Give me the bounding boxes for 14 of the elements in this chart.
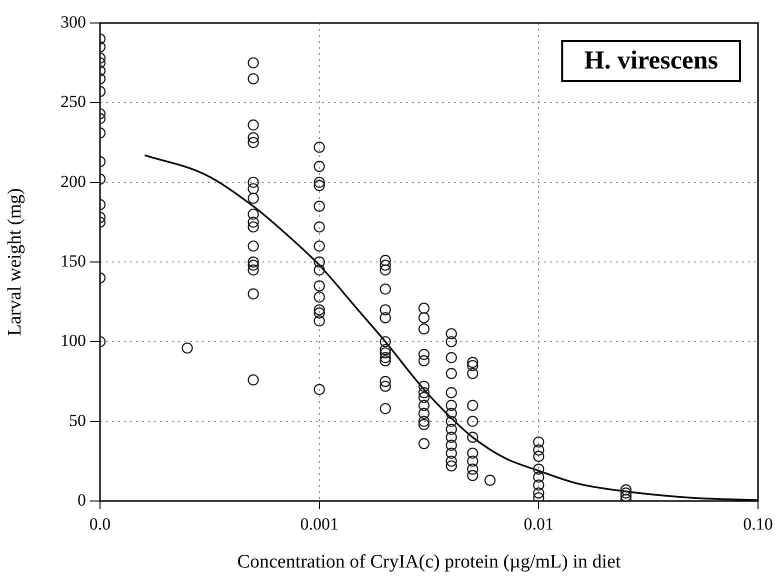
- x-tick-label: 0.01: [524, 514, 554, 534]
- y-axis-title: Larval weight (mg): [4, 188, 26, 336]
- y-tick-label: 200: [60, 172, 86, 191]
- y-tick-label: 150: [60, 251, 86, 270]
- x-tick-label: 0.10: [743, 514, 773, 534]
- x-tick-label: 0.001: [300, 514, 338, 534]
- y-tick-label: 250: [60, 92, 86, 112]
- y-tick-label: 0: [78, 490, 86, 510]
- x-tick-label: 0.0: [89, 514, 111, 534]
- x-axis-title: Concentration of CryIA(c) protein (µg/mL) in diet: [237, 552, 622, 573]
- y-tick-label: 50: [69, 410, 86, 430]
- y-tick-label: 300: [60, 12, 86, 32]
- y-tick-label: 100: [60, 331, 86, 350]
- text: H. virescens: [584, 46, 718, 75]
